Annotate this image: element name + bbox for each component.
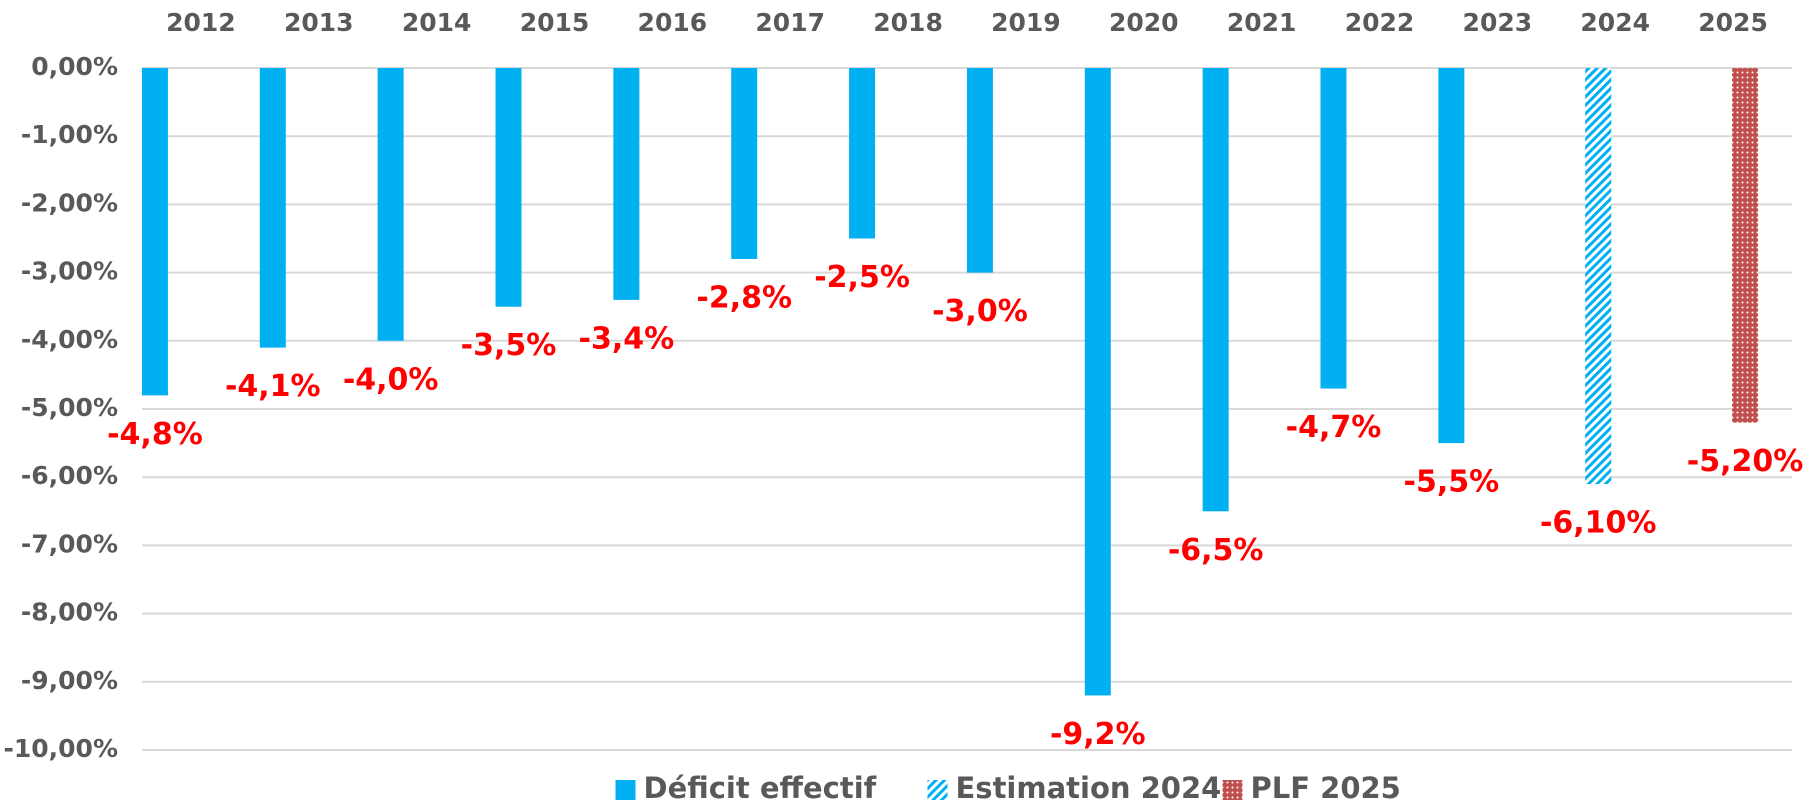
y-tick-label: -5,00%: [21, 393, 118, 422]
value-label: -3,4%: [579, 321, 675, 356]
value-label: -5,20%: [1687, 444, 1804, 479]
y-tick-label: -8,00%: [21, 598, 118, 627]
bar: [1438, 68, 1465, 444]
legend-swatch: [615, 780, 636, 800]
y-tick-label: -1,00%: [21, 120, 118, 149]
x-tick-label: 2024: [1580, 8, 1650, 37]
value-label: -4,1%: [225, 369, 321, 404]
value-label: -9,2%: [1050, 717, 1146, 752]
bar: [1202, 68, 1229, 512]
value-label: -3,5%: [461, 328, 557, 363]
value-label: -4,0%: [343, 362, 439, 397]
bar: [141, 68, 168, 396]
bar: [259, 68, 286, 348]
x-tick-label: 2019: [991, 8, 1061, 37]
x-tick-label: 2015: [520, 8, 590, 37]
y-tick-label: -3,00%: [21, 257, 118, 286]
bar: [613, 68, 640, 300]
x-tick-label: 2021: [1227, 8, 1297, 37]
x-tick-label: 2025: [1698, 8, 1768, 37]
bar: [495, 68, 522, 307]
bar: [1320, 68, 1347, 389]
y-tick-label: -9,00%: [21, 666, 118, 695]
value-label: -6,5%: [1168, 533, 1264, 568]
bar: [966, 68, 993, 273]
x-tick-label: 2012: [166, 8, 236, 37]
x-tick-label: 2016: [638, 8, 708, 37]
bar: [1084, 68, 1111, 696]
legend-swatch: [927, 780, 948, 800]
bar: [377, 68, 404, 341]
x-tick-label: 2013: [284, 8, 354, 37]
x-tick-label: 2020: [1109, 8, 1179, 37]
legend-label: Déficit effectif: [644, 771, 877, 805]
value-label: -4,7%: [1286, 410, 1382, 445]
y-tick-label: -7,00%: [21, 529, 118, 558]
value-label: -3,0%: [932, 294, 1028, 329]
value-label: -5,5%: [1404, 465, 1500, 500]
x-tick-label: 2018: [873, 8, 943, 37]
bar: [731, 68, 758, 259]
y-tick-label: -2,00%: [21, 188, 118, 217]
x-tick-label: 2022: [1345, 8, 1415, 37]
x-tick-label: 2014: [402, 8, 472, 37]
y-tick-label: -6,00%: [21, 461, 118, 490]
y-tick-label: 0,00%: [31, 52, 118, 81]
bar: [1585, 68, 1612, 485]
x-tick-label: 2017: [755, 8, 825, 37]
bar: [849, 68, 876, 239]
value-label: -2,5%: [814, 260, 910, 295]
y-tick-label: -4,00%: [21, 325, 118, 354]
value-label: -4,8%: [107, 417, 203, 452]
value-label: -6,10%: [1540, 506, 1657, 541]
y-tick-label: -10,00%: [3, 734, 118, 763]
bar: [1732, 68, 1759, 423]
legend-swatch: [1222, 780, 1243, 800]
x-tick-label: 2023: [1463, 8, 1533, 37]
legend-label: Estimation 2024: [956, 771, 1222, 805]
legend-label: PLF 2025: [1251, 771, 1401, 805]
value-label: -2,8%: [696, 280, 792, 315]
